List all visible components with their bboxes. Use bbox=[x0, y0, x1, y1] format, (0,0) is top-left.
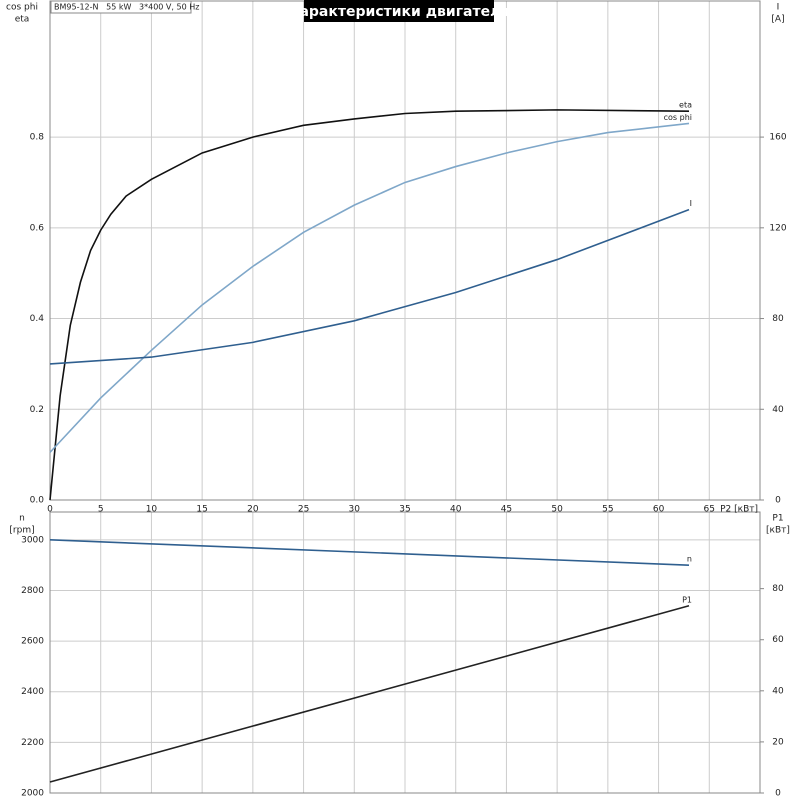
y-tick-label: 2200 bbox=[21, 738, 44, 748]
plot-frame bbox=[49, 511, 761, 794]
x-tick-label: 55 bbox=[602, 505, 613, 515]
x-tick-label: 50 bbox=[551, 505, 563, 515]
subtitle-box bbox=[50, 0, 192, 14]
curve-layer bbox=[49, 109, 690, 783]
curve-label: P1 bbox=[682, 595, 692, 604]
x-tick-label: 0 bbox=[47, 505, 53, 515]
x-tick-label: 25 bbox=[298, 505, 309, 515]
curve bbox=[49, 539, 690, 566]
y-tick-label: 2600 bbox=[21, 637, 44, 647]
y2-tick-label: 60 bbox=[772, 635, 784, 645]
curve-label: n bbox=[687, 555, 692, 564]
x-axis-label: P2 [кВт] bbox=[720, 505, 758, 515]
curve-label: eta bbox=[679, 101, 692, 110]
x-tick-label: 65 bbox=[704, 505, 715, 515]
curve bbox=[49, 109, 690, 501]
curve bbox=[49, 122, 690, 453]
y-tick-label: 3000 bbox=[21, 535, 44, 545]
y-tick-label: 2000 bbox=[21, 789, 44, 799]
y2-tick-label: 80 bbox=[772, 314, 784, 324]
grid-layer bbox=[49, 0, 764, 794]
title-box bbox=[304, 0, 494, 22]
y-axis-label: n bbox=[19, 514, 25, 524]
y2-tick-label: 0 bbox=[775, 789, 781, 799]
curve bbox=[49, 604, 690, 783]
curve-label: I bbox=[690, 199, 692, 208]
y-tick-label: 0.0 bbox=[30, 496, 45, 506]
y-tick-label: 2400 bbox=[21, 687, 44, 697]
y-tick-label: 0.8 bbox=[30, 133, 45, 143]
y2-tick-label: 160 bbox=[769, 133, 786, 143]
x-tick-label: 35 bbox=[399, 505, 410, 515]
chart-title: Характеристики двигателя bbox=[289, 4, 510, 20]
x-tick-label: 60 bbox=[653, 505, 665, 515]
y-axis-label: [rpm] bbox=[9, 526, 34, 536]
y-axis-label: cos phi bbox=[6, 3, 38, 13]
y-tick-label: 2800 bbox=[21, 586, 44, 596]
y2-axis-label: P1 bbox=[772, 514, 783, 524]
y2-tick-label: 40 bbox=[772, 405, 784, 415]
chart-subtitle: BM95-12-N 55 kW 3*400 V, 50 Hz bbox=[54, 3, 199, 12]
y2-axis-label: I bbox=[777, 3, 780, 13]
y2-axis-label: [A] bbox=[771, 15, 784, 25]
x-tick-label: 10 bbox=[146, 505, 158, 515]
y2-tick-label: 0 bbox=[775, 496, 781, 506]
x-tick-label: 15 bbox=[196, 505, 207, 515]
x-tick-label: 45 bbox=[501, 505, 512, 515]
y-axis-label: eta bbox=[15, 15, 30, 25]
curve bbox=[49, 208, 690, 365]
y2-tick-label: 80 bbox=[772, 584, 784, 594]
y-tick-label: 0.6 bbox=[30, 223, 45, 233]
y-tick-label: 0.4 bbox=[30, 314, 45, 324]
curve-label: cos phi bbox=[664, 113, 692, 122]
y2-tick-label: 120 bbox=[769, 223, 786, 233]
x-tick-label: 30 bbox=[349, 505, 361, 515]
y2-tick-label: 40 bbox=[772, 686, 784, 696]
y2-tick-label: 20 bbox=[772, 737, 784, 747]
x-tick-label: 20 bbox=[247, 505, 259, 515]
y2-axis-label: [кВт] bbox=[766, 526, 790, 536]
x-tick-label: 40 bbox=[450, 505, 462, 515]
x-tick-label: 5 bbox=[98, 505, 104, 515]
y-tick-label: 0.2 bbox=[30, 405, 44, 415]
